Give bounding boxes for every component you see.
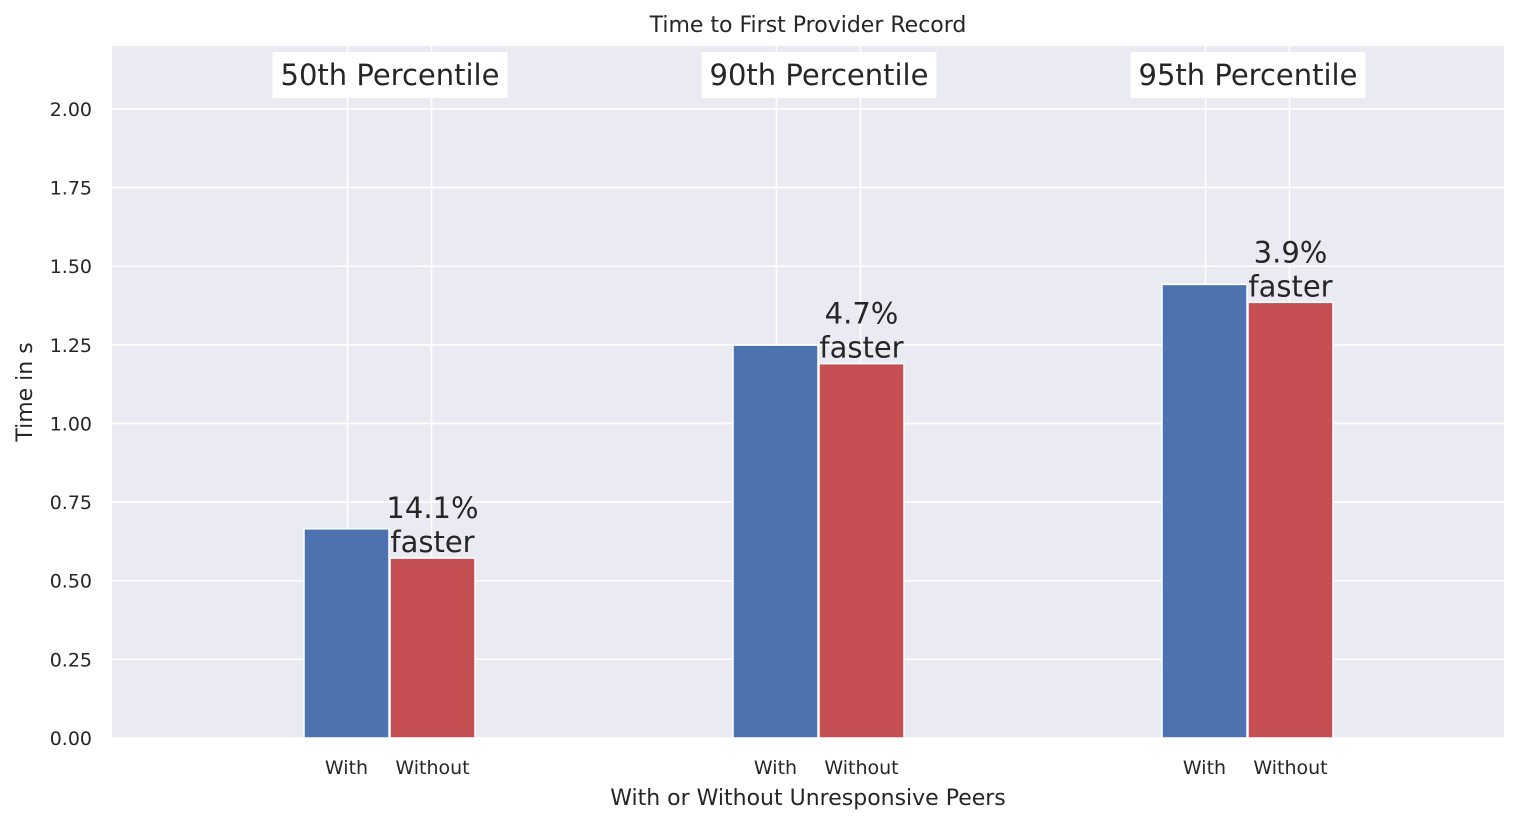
y-tick-label: 1.00 [50,413,92,435]
annotation-faster: faster [390,525,474,559]
bar-without-2 [818,362,905,739]
y-tick-label: 2.00 [50,99,92,121]
group-label: 95th Percentile [1139,58,1358,92]
group-label-box [272,52,508,98]
group-label: 90th Percentile [710,58,929,92]
group-labels: 50th Percentile 90th Percentile 95th Perce… [272,52,1366,98]
bar-without-1 [389,557,476,739]
x-tick-label: Without [1253,757,1327,779]
chart-title: Time to First Provider Record [649,13,967,38]
y-tick-label: 0.50 [50,571,92,593]
annotation-faster: faster [1248,269,1332,303]
bar-with-3 [1161,283,1248,739]
y-tick-label: 0.25 [50,649,92,671]
y-tick-label: 1.25 [50,335,92,357]
group-label: 50th Percentile [281,58,500,92]
x-tick-label: With [754,757,797,779]
annotation-percent: 3.9% [1254,235,1328,269]
x-tick-label: Without [395,757,469,779]
bar-without-3 [1247,301,1334,739]
y-tick-label: 1.75 [50,178,92,200]
y-tick-label: 0.75 [50,492,92,514]
x-axis-title: With or Without Unresponsive Peers [610,786,1006,811]
annotation-percent: 4.7% [825,297,899,331]
y-tick-label: 1.50 [50,256,92,278]
annotation-percent: 14.1% [386,491,478,525]
annotation-faster: faster [819,331,903,365]
x-tick-label: With [325,757,368,779]
y-tick-labels: 0.00 0.25 0.50 0.75 1.00 1.25 1.50 1.75 2.00 [50,99,92,750]
y-axis-title: Time in s [13,342,38,442]
bars [303,283,1334,739]
group-label-box [1130,52,1366,98]
bar-with-1 [303,528,390,739]
group-label-box [701,52,937,98]
x-tick-label: Without [824,757,898,779]
y-tick-label: 0.00 [50,728,92,750]
bar-with-2 [732,344,819,739]
x-tick-labels: With Without With Without With Without [325,757,1328,779]
x-tick-label: With [1183,757,1226,779]
